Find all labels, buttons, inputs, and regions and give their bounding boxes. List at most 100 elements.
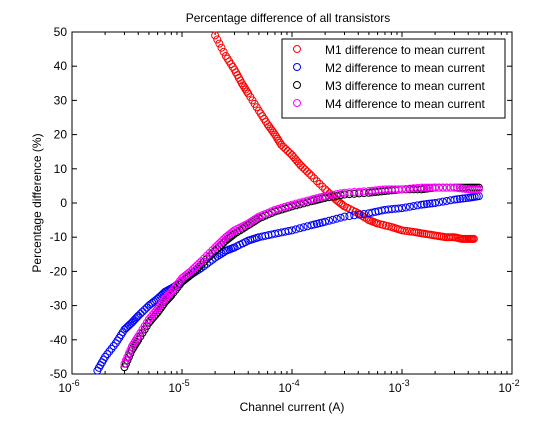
- data-point: [248, 216, 257, 225]
- data-point: [364, 187, 373, 196]
- data-point: [131, 314, 140, 323]
- data-point: [288, 226, 296, 235]
- data-point: [239, 81, 248, 90]
- data-point: [244, 219, 253, 228]
- data-point: [215, 39, 224, 48]
- data-point: [332, 190, 341, 199]
- data-point: [109, 341, 118, 350]
- data-point: [219, 47, 228, 56]
- data-point: [332, 214, 341, 223]
- data-point: [213, 244, 222, 253]
- data-point: [240, 83, 249, 92]
- data-point: [186, 267, 195, 276]
- data-point: [272, 132, 281, 141]
- x-tick-label: 10-2: [498, 378, 519, 395]
- data-point: [324, 216, 333, 225]
- y-axis-label: Percentage difference (%): [30, 133, 44, 272]
- data-point: [291, 225, 300, 234]
- data-point: [336, 189, 345, 198]
- legend-label-4: M4 difference to mean current: [325, 97, 486, 111]
- data-point: [155, 302, 164, 311]
- data-point: [321, 192, 330, 201]
- legend-label-2: M2 difference to mean current: [325, 61, 486, 75]
- data-point: [208, 246, 217, 255]
- data-point: [213, 252, 222, 261]
- data-point: [283, 147, 292, 156]
- data-point: [155, 306, 164, 315]
- data-point: [321, 217, 330, 226]
- data-point: [211, 31, 220, 40]
- data-point: [156, 304, 165, 313]
- data-point: [425, 199, 434, 208]
- data-point: [107, 344, 116, 353]
- y-tick-label: 0: [60, 196, 67, 210]
- y-axis: -50 -40 -30 -20 -10 0 10 20 30 40 50: [50, 25, 512, 381]
- data-point: [153, 305, 162, 314]
- data-point: [431, 199, 440, 207]
- data-point: [350, 188, 359, 197]
- data-point: [434, 183, 443, 192]
- data-point: [217, 237, 226, 246]
- legend-marker-4: [293, 99, 301, 107]
- data-point: [371, 186, 380, 195]
- x-tick-label: 10-3: [388, 378, 409, 395]
- data-point: [464, 185, 473, 194]
- data-point: [158, 298, 167, 307]
- data-point: [350, 211, 359, 220]
- data-point: [205, 248, 214, 257]
- data-point: [472, 185, 481, 194]
- data-point: [173, 279, 182, 288]
- data-point: [470, 185, 479, 194]
- data-point: [340, 212, 349, 221]
- data-point: [298, 163, 307, 172]
- data-point: [188, 265, 197, 274]
- data-point: [422, 183, 431, 192]
- data-point: [310, 174, 319, 183]
- data-point: [279, 142, 288, 151]
- data-point: [164, 290, 173, 299]
- data-point: [318, 182, 327, 191]
- data-point: [354, 209, 363, 218]
- data-point: [401, 203, 410, 212]
- data-point: [420, 200, 429, 209]
- data-point: [284, 227, 293, 236]
- data-point: [450, 183, 459, 192]
- data-point: [340, 188, 349, 197]
- data-points: [93, 31, 483, 375]
- data-point: [215, 239, 224, 248]
- data-point: [355, 210, 364, 219]
- x-tick-label: 10-5: [168, 378, 189, 395]
- data-point: [374, 186, 383, 194]
- data-point: [217, 43, 226, 52]
- data-point: [136, 309, 145, 318]
- data-point: [307, 171, 316, 180]
- data-point: [129, 340, 138, 349]
- data-point: [422, 200, 431, 209]
- data-point: [188, 268, 197, 277]
- data-point: [277, 140, 286, 149]
- data-point: [138, 307, 147, 316]
- data-point: [417, 200, 426, 209]
- data-point: [127, 342, 136, 351]
- data-point: [281, 144, 290, 153]
- data-point: [338, 201, 347, 210]
- data-point: [398, 226, 406, 235]
- data-point: [213, 241, 222, 250]
- data-point: [202, 251, 211, 260]
- data-point: [336, 213, 345, 222]
- data-point: [305, 169, 314, 178]
- data-point: [409, 184, 418, 193]
- chart-title: Percentage difference of all transistors: [186, 11, 391, 25]
- x-tick-label: 10-4: [278, 378, 299, 395]
- data-point: [156, 300, 165, 309]
- data-point: [186, 270, 195, 279]
- y-tick-label: -30: [50, 299, 68, 313]
- data-point: [130, 338, 139, 347]
- data-point: [401, 184, 410, 193]
- data-point: [193, 261, 202, 270]
- data-point: [355, 187, 364, 196]
- series-4: [120, 183, 483, 368]
- data-point: [360, 209, 369, 218]
- data-point: [291, 199, 300, 208]
